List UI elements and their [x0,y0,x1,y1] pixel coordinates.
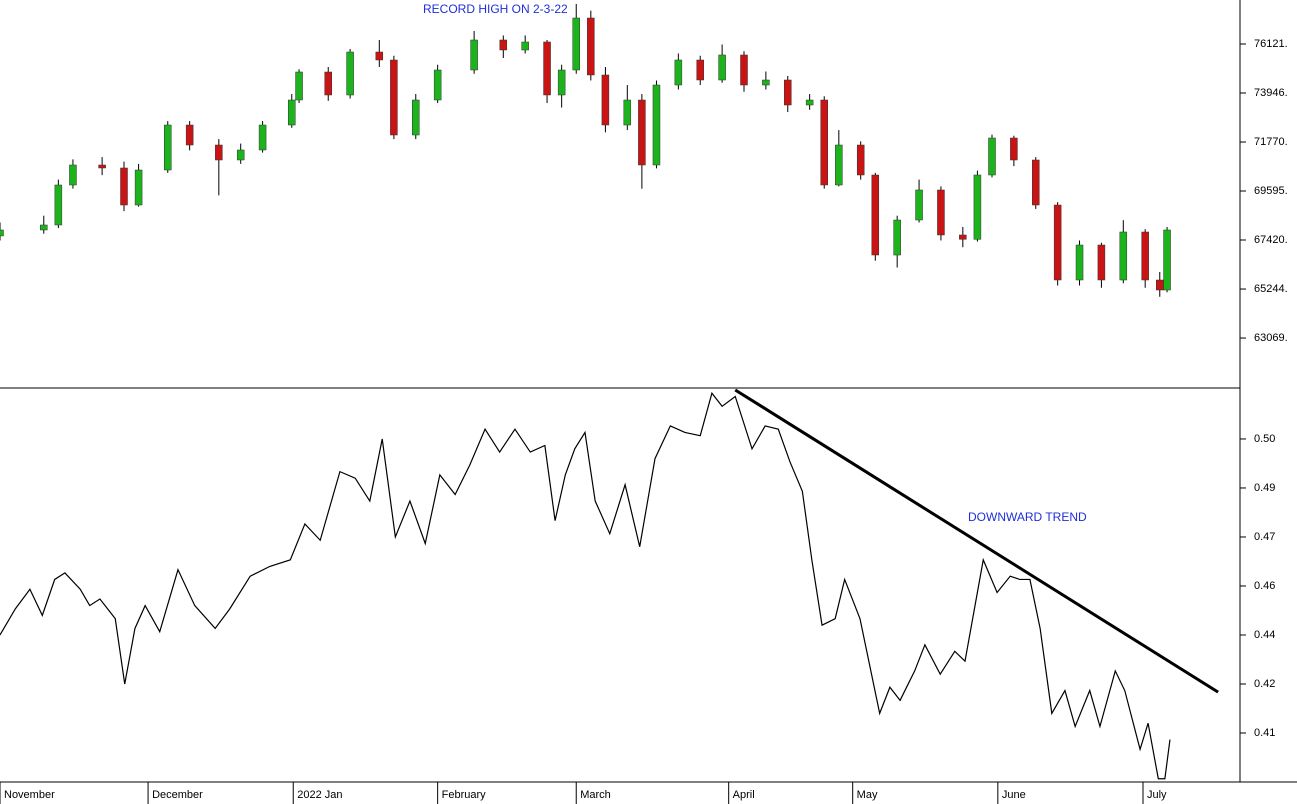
candle-body [1156,279,1164,291]
candle-body [215,144,223,161]
candle-body [623,99,632,126]
candle-body [871,174,880,256]
candle-body [587,17,595,76]
candle-body [893,219,901,256]
data-line [0,391,1171,780]
y-tick-label: 0.42 [1254,678,1275,690]
y-tick-label: 0.50 [1254,433,1275,445]
candle-body [521,41,529,51]
y-tick-label: 71770. [1254,136,1288,148]
candle-body [820,99,828,186]
x-tick-label: February [442,789,487,801]
candle-body [1097,244,1106,281]
x-tick-label: November [4,789,55,801]
candle-body [652,84,661,166]
x-tick-label: March [580,789,611,801]
candle-body [69,164,77,186]
candle-body [295,71,303,101]
y-tick-label: 0.47 [1254,531,1275,543]
candle-body [236,149,245,161]
candle-body [1032,159,1040,206]
candle-body [390,59,398,136]
candle-body [164,124,172,171]
candle-body [572,17,580,71]
candle-body [1163,229,1171,291]
candle-body [601,74,610,126]
candle-body [433,69,442,101]
y-tick-label: 69595. [1254,185,1288,197]
candle-body [557,69,566,96]
candle-body [1119,231,1128,281]
x-tick-label: May [857,789,878,801]
y-tick-label: 0.46 [1254,580,1275,592]
candle-body [499,39,508,51]
candle-body [375,51,384,61]
y-tick-label: 76121. [1254,38,1288,50]
candle-body [696,59,704,81]
y-tick-label: 0.49 [1254,482,1275,494]
candle-body [288,99,296,126]
candle-body [937,189,945,236]
candle-body [412,99,420,136]
candle-body [762,79,770,86]
candle-body [98,164,106,169]
candle-body [784,79,792,106]
y-tick-label: 0.44 [1254,629,1275,641]
candle-body [988,137,996,176]
candle-body [134,169,143,206]
candle-body [1010,137,1018,161]
candle-body [973,174,982,240]
candle-body [346,51,354,96]
annotation: DOWNWARD TREND [968,510,1087,524]
candle-body [120,167,128,206]
candle-body [1141,231,1149,281]
candle-body [638,99,646,166]
candle-body [470,39,478,71]
candle-body [40,224,48,231]
candle-body [185,124,194,146]
annotation: RECORD HIGH ON 2-3-22 [423,2,568,16]
y-tick-label: 63069. [1254,332,1288,344]
candle-body [805,99,814,106]
candle-body [718,54,726,81]
candle-body [0,229,4,237]
candle-body [1053,204,1062,281]
y-tick-label: 65244. [1254,283,1288,295]
trend-line [734,388,1219,694]
x-tick-label: April [733,789,755,801]
candle-body [740,54,748,86]
candle-body [959,234,967,240]
candle-body [674,59,683,86]
candle-body [1075,244,1084,281]
y-tick-label: 0.41 [1254,727,1275,739]
y-tick-label: 67420. [1254,234,1288,246]
candle-body [54,184,63,226]
x-tick-label: June [1002,789,1026,801]
candle-body [324,71,332,96]
x-tick-label: December [152,789,203,801]
candle-body [258,124,267,151]
x-tick-label: July [1147,789,1167,801]
candle-body [543,41,551,96]
candle-body [835,144,843,186]
candle-body [856,144,865,176]
y-tick-label: 73946. [1254,87,1288,99]
candle-body [915,189,923,221]
x-tick-label: 2022 Jan [297,789,342,801]
